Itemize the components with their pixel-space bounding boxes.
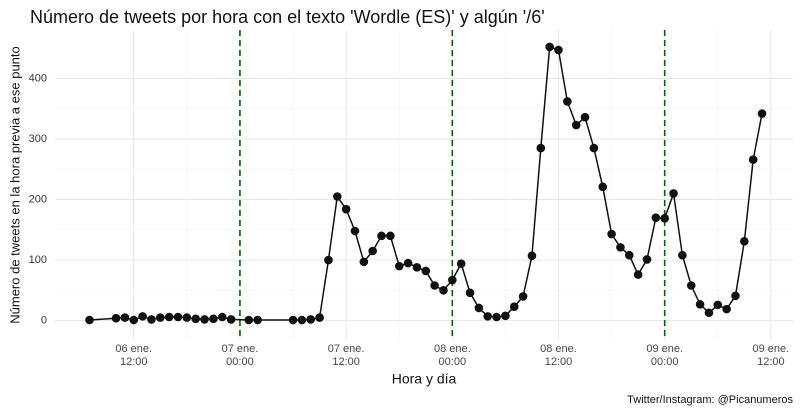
point bbox=[527, 251, 537, 261]
point bbox=[226, 315, 236, 324]
point bbox=[492, 312, 501, 322]
point bbox=[403, 258, 413, 268]
x-tick-label: 09 ene. 12:00 bbox=[752, 343, 790, 368]
point bbox=[580, 112, 590, 122]
point bbox=[554, 45, 563, 55]
point bbox=[474, 303, 484, 313]
point bbox=[748, 155, 758, 164]
y-tick-label: 100 bbox=[29, 254, 47, 266]
point bbox=[731, 291, 740, 301]
point bbox=[430, 281, 439, 290]
x-tick-label: 08 ene. 12:00 bbox=[540, 343, 577, 368]
point bbox=[288, 315, 298, 325]
point bbox=[740, 237, 749, 246]
point bbox=[642, 255, 652, 264]
point bbox=[518, 292, 528, 301]
point bbox=[129, 315, 139, 325]
point bbox=[757, 109, 767, 118]
point bbox=[377, 231, 386, 241]
point bbox=[306, 315, 316, 324]
point bbox=[164, 312, 174, 322]
point bbox=[111, 313, 121, 323]
point bbox=[421, 266, 431, 276]
y-tick-label: 0 bbox=[41, 315, 47, 327]
x-tick-label: 07 ene. 00:00 bbox=[221, 343, 259, 368]
point bbox=[678, 250, 687, 260]
x-tick-label: 08 ene. 00:00 bbox=[433, 343, 471, 368]
point bbox=[386, 231, 395, 241]
point bbox=[191, 314, 200, 324]
point bbox=[412, 263, 422, 272]
point bbox=[686, 281, 696, 290]
point bbox=[509, 302, 519, 311]
y-tick-label: 400 bbox=[29, 72, 47, 84]
point bbox=[713, 300, 723, 310]
x-axis-label: Hora y día bbox=[392, 371, 457, 387]
point bbox=[616, 243, 625, 252]
point bbox=[607, 229, 616, 239]
point bbox=[722, 304, 731, 314]
point bbox=[536, 143, 546, 153]
line bbox=[89, 45, 763, 321]
point bbox=[359, 257, 369, 267]
point bbox=[209, 314, 218, 324]
point bbox=[501, 311, 510, 321]
point bbox=[315, 313, 324, 322]
point bbox=[448, 275, 457, 285]
caption: Twitter/Instagram: @Picanumeros bbox=[627, 394, 793, 406]
point bbox=[253, 315, 262, 325]
point bbox=[704, 308, 714, 318]
point bbox=[660, 214, 669, 223]
point bbox=[217, 312, 227, 322]
point bbox=[456, 259, 466, 269]
point bbox=[368, 246, 377, 256]
point bbox=[695, 299, 705, 309]
point bbox=[624, 250, 634, 260]
chart-title: Número de tweets por hora con el texto '… bbox=[30, 7, 545, 27]
point bbox=[571, 120, 581, 130]
point bbox=[120, 313, 130, 322]
point bbox=[138, 312, 147, 321]
point bbox=[483, 312, 493, 321]
point bbox=[244, 315, 254, 325]
point bbox=[200, 315, 209, 324]
point bbox=[545, 42, 554, 52]
point bbox=[589, 143, 599, 153]
y-tick-label: 200 bbox=[29, 193, 47, 205]
point bbox=[651, 213, 661, 222]
point bbox=[173, 312, 183, 322]
point bbox=[324, 255, 333, 265]
point bbox=[394, 261, 404, 271]
point bbox=[439, 286, 448, 295]
point bbox=[297, 315, 307, 325]
x-tick-label: 09 ene. 00:00 bbox=[646, 343, 684, 368]
point bbox=[633, 270, 643, 279]
point bbox=[156, 313, 165, 322]
x-tick-label: 07 ene. 12:00 bbox=[327, 343, 365, 368]
point bbox=[563, 97, 572, 106]
point bbox=[182, 313, 192, 322]
x-tick-label: 06 ene. 12:00 bbox=[115, 343, 153, 368]
point bbox=[147, 315, 156, 324]
point bbox=[465, 288, 475, 298]
y-tick-label: 300 bbox=[29, 133, 47, 145]
point bbox=[350, 226, 360, 236]
point bbox=[669, 189, 678, 198]
point bbox=[598, 182, 608, 192]
point bbox=[332, 192, 342, 201]
point bbox=[85, 315, 94, 325]
y-axis-label: Número de tweets en la hora previa a ese… bbox=[7, 46, 22, 324]
point bbox=[341, 204, 351, 214]
